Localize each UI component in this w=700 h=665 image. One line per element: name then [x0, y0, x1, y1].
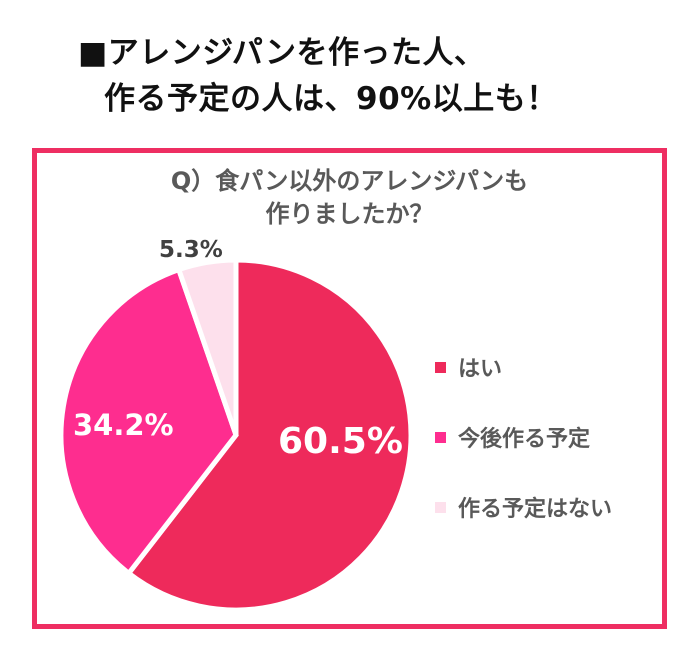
pie-slice-yes — [125, 257, 414, 613]
pie-chart — [58, 257, 414, 613]
headline: ■アレンジパンを作った人、 作る予定の人は、90%以上も！ — [78, 30, 678, 122]
legend-item-yes: はい — [435, 353, 612, 382]
legend-swatch-plan — [435, 431, 446, 443]
pie-slice-plan — [58, 266, 239, 577]
pie-slice-no — [175, 257, 239, 436]
slice-label-no: 5.3% — [159, 237, 223, 263]
slice-label-yes: 60.5% — [278, 421, 403, 462]
legend-swatch-yes — [435, 361, 446, 373]
square-bullet-icon: ■ — [78, 35, 108, 71]
chart-title: Q）食パン以外のアレンジパンも 作りましたか？ — [37, 165, 662, 231]
legend-item-plan: 今後作る予定 — [435, 423, 612, 452]
chart-frame: Q）食パン以外のアレンジパンも 作りましたか？ 5.3% 34.2% 60.5%… — [32, 148, 667, 629]
headline-line-1: ■アレンジパンを作った人、 — [78, 35, 486, 71]
headline-line-2: 作る予定の人は、90%以上も！ — [104, 81, 558, 117]
legend-swatch-no — [435, 501, 446, 513]
chart-title-line-1: Q）食パン以外のアレンジパンも — [170, 167, 529, 195]
slice-label-plan: 34.2% — [73, 408, 174, 442]
chart-title-line-2: 作りましたか？ — [265, 200, 434, 228]
legend: はい 今後作る予定 作る予定はない — [435, 353, 612, 563]
legend-item-no: 作る予定はない — [435, 493, 612, 522]
